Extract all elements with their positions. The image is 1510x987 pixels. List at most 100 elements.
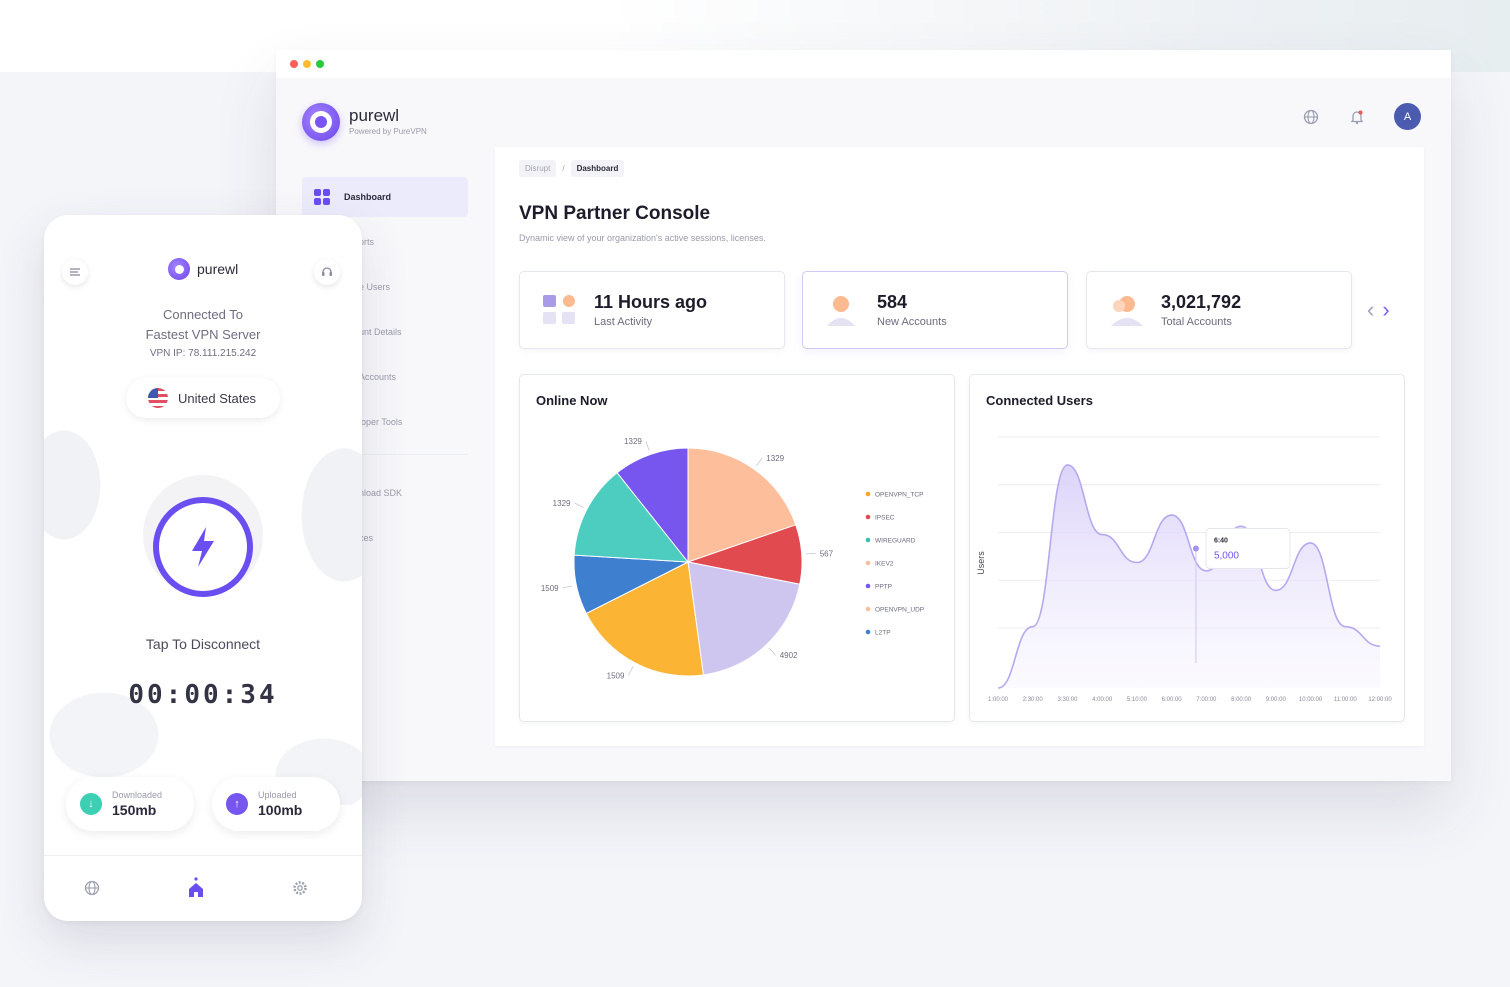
x-tick-label: 9:00:00 — [1266, 697, 1287, 703]
phone-brand: purewl — [168, 258, 238, 280]
breadcrumb-separator: / — [562, 164, 565, 173]
breadcrumb: Disrupt / Dashboard — [519, 160, 625, 177]
x-tick-label: 12:00:00 — [1368, 697, 1392, 703]
tooltip-point[interactable] — [1192, 545, 1199, 552]
sidebar-item-label: Dashboard — [344, 192, 392, 202]
sidebar-item-label: nload SDK — [359, 488, 403, 498]
breadcrumb-item-disrupt[interactable]: Disrupt — [519, 160, 557, 177]
pie-slice-label: 1509 — [541, 584, 559, 593]
chart-title: Online Now — [536, 393, 608, 408]
sidebar-item-developer-tools[interactable]: loper Tools — [302, 402, 468, 442]
sidebar-item-resources[interactable]: ces — [302, 518, 468, 558]
brand-logo-icon — [302, 103, 340, 141]
x-tick-label: 4:00:00 — [1092, 697, 1113, 703]
support-headset-icon[interactable] — [314, 259, 340, 285]
y-axis-label: Users — [976, 551, 986, 575]
country-selector[interactable]: United States — [126, 378, 280, 418]
sidebar-divider — [302, 454, 468, 455]
minimize-window-button[interactable] — [303, 60, 311, 68]
legend-marker — [865, 606, 871, 612]
phone-brand-name: purewl — [197, 261, 239, 277]
legend-label: PPTP — [875, 584, 892, 591]
desktop-window: purewl Powered by PureVPN A Dashboard or… — [276, 50, 1451, 781]
pie-leader-line — [628, 666, 634, 676]
server-name: Fastest VPN Server — [145, 327, 261, 342]
chevron-left-icon[interactable]: ‹ — [1367, 297, 1375, 322]
pie-slice-label: 1329 — [766, 454, 784, 463]
sidebar-item-label: orts — [359, 237, 375, 247]
sidebar-item-dashboard[interactable]: Dashboard — [302, 177, 468, 217]
user-icon — [825, 292, 861, 328]
globe-icon[interactable] — [82, 878, 102, 898]
pie-leader-line — [768, 647, 777, 656]
sidebar-item-account-details[interactable]: unt Details — [302, 312, 468, 352]
pie-slice[interactable] — [585, 561, 704, 677]
sidebar-item-download-sdk[interactable]: nload SDK — [302, 473, 468, 513]
stat-label: Last Activity — [594, 316, 653, 328]
dashboard-icon — [314, 189, 330, 205]
country-name: United States — [178, 390, 257, 406]
chart-tooltip — [1205, 528, 1291, 570]
pie-slice-label: 4902 — [780, 651, 798, 660]
stat-card-new-accounts[interactable]: 584 New Accounts — [802, 271, 1068, 349]
sidebar-item-accounts[interactable]: Accounts — [302, 357, 468, 397]
pie-leader-line — [756, 457, 763, 467]
downloaded-label: Downloaded — [112, 790, 163, 800]
home-icon[interactable] — [186, 877, 206, 898]
legend-marker — [865, 629, 871, 635]
x-tick-label: 2:30:00 — [1023, 697, 1044, 703]
uploaded-value: 100mb — [258, 802, 303, 818]
sidebar-item-label: Accounts — [359, 372, 397, 382]
stat-label: Total Accounts — [1161, 316, 1232, 328]
pie-leader-line — [574, 502, 584, 508]
maximize-window-button[interactable] — [316, 60, 324, 68]
area-fill — [998, 464, 1380, 688]
stat-carousel-arrows: ‹ › — [1367, 297, 1390, 323]
settings-gear-icon[interactable] — [290, 878, 310, 898]
avatar[interactable]: A — [1394, 103, 1421, 130]
sidebar-item-label: loper Tools — [359, 417, 403, 427]
users-icon — [1109, 292, 1145, 328]
x-tick-label: 5:10:00 — [1127, 697, 1148, 703]
stat-card-total-accounts[interactable]: 3,021,792 Total Accounts — [1086, 271, 1352, 349]
sidebar-item-label: e Users — [359, 282, 391, 292]
stat-card-last-activity[interactable]: 11 Hours ago Last Activity — [519, 271, 785, 349]
area-line[interactable] — [997, 464, 1381, 689]
pie-slice[interactable] — [616, 447, 689, 564]
tooltip-label: 6:40 — [1214, 538, 1228, 545]
close-window-button[interactable] — [290, 60, 298, 68]
downloaded-card: ↓ Downloaded 150mb — [66, 777, 194, 831]
stat-value: 584 — [877, 292, 908, 312]
tap-to-disconnect-label: Tap To Disconnect — [145, 636, 261, 652]
page-subtitle: Dynamic view of your organization's acti… — [519, 233, 766, 243]
header-actions: A — [1302, 103, 1421, 130]
stat-value: 11 Hours ago — [594, 292, 708, 312]
legend-label: IKEV2 — [875, 561, 894, 568]
pie-leader-line — [562, 585, 573, 589]
disconnect-button[interactable] — [153, 497, 253, 597]
legend-marker — [865, 537, 871, 543]
menu-icon[interactable] — [62, 259, 88, 285]
brand[interactable]: purewl Powered by PureVPN — [302, 103, 427, 141]
connection-timer: 00:00:34 — [128, 680, 278, 710]
sidebar-item-users[interactable]: e Users — [302, 267, 468, 307]
globe-icon[interactable] — [1302, 108, 1320, 126]
tooltip-value: 5,000 — [1214, 551, 1239, 562]
bottom-nav — [44, 855, 362, 921]
sidebar-item-reports[interactable]: orts — [302, 222, 468, 262]
pie-chart: 1329 567 4902 1509 1509 1329 1329 OPENVPN_TCP IP… — [541, 437, 924, 680]
pie-slice[interactable] — [573, 472, 690, 563]
legend-marker — [865, 491, 871, 497]
pie-slice-label: 1509 — [607, 671, 625, 680]
window-controls — [290, 60, 324, 68]
pie-slice-label: 1329 — [553, 499, 571, 508]
pie-slice[interactable] — [687, 561, 801, 676]
x-tick-label: 7:00:00 — [1196, 697, 1217, 703]
pie-slice[interactable] — [687, 447, 797, 563]
lightning-icon — [192, 527, 214, 567]
vpn-ip: VPN IP: 78.111.215.242 — [149, 348, 257, 359]
sidebar-item-label: unt Details — [359, 327, 402, 337]
chevron-right-icon[interactable]: › — [1382, 297, 1390, 322]
pie-leader-line — [645, 441, 650, 451]
bell-icon[interactable] — [1348, 108, 1366, 126]
